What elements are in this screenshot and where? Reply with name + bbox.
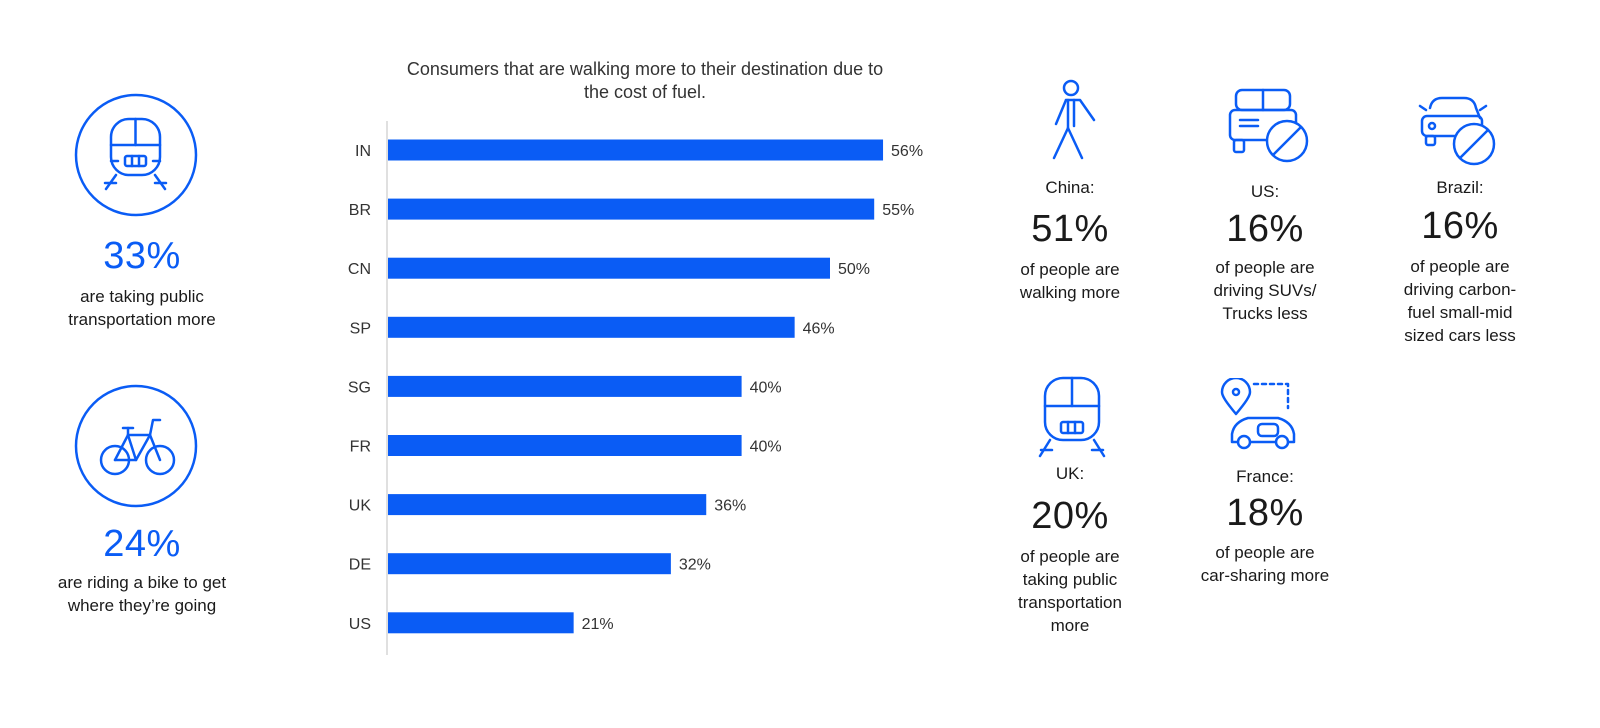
- country-label: China:: [1045, 178, 1095, 197]
- value-label: 32%: [679, 557, 711, 574]
- stat-description: of people are taking public transportati…: [1018, 547, 1122, 635]
- bar-fr: [388, 435, 742, 456]
- stat-value: 16%: [1226, 208, 1304, 250]
- category-label: CN: [348, 261, 371, 278]
- country-label: France:: [1236, 467, 1294, 486]
- bar-us: [388, 612, 574, 634]
- category-label: SG: [348, 379, 371, 396]
- value-label: 55%: [882, 202, 914, 219]
- stat-description: are taking public transportation more: [68, 287, 216, 329]
- car-sharing-icon: [1218, 378, 1302, 454]
- stat-value: 20%: [1031, 495, 1109, 537]
- value-label: 40%: [750, 439, 782, 456]
- stat-description: of people are driving carbon-fuel small-…: [1403, 257, 1517, 345]
- bar-de: [388, 553, 671, 575]
- category-label: DE: [349, 557, 371, 574]
- stat-value: 16%: [1421, 205, 1499, 247]
- category-label: UK: [349, 498, 372, 515]
- value-label: 56%: [891, 143, 923, 160]
- suv-no-icon: [1228, 88, 1310, 166]
- stat-description: are riding a bike to get where they’re g…: [57, 573, 227, 615]
- chart-title: Consumers that are walking more to their…: [406, 59, 884, 102]
- stat-description: of people are driving SUVs/ Trucks less: [1213, 258, 1317, 323]
- category-label: FR: [350, 439, 371, 456]
- category-label: BR: [349, 202, 371, 219]
- country-label: US:: [1250, 182, 1280, 201]
- stat-description: of people are car-sharing more: [1200, 543, 1330, 585]
- bar-chart: IN 56% BR 55% CN 50% SP 46% SG 40% FR 40% UK 36% DE 32%…: [348, 121, 923, 655]
- value-label: 36%: [714, 498, 746, 515]
- bar-cn: [388, 257, 830, 279]
- stat-description: of people are walking more: [1019, 260, 1121, 302]
- walking-person-icon: [1038, 78, 1102, 164]
- bar-in: [388, 139, 884, 161]
- train-icon: [1038, 376, 1106, 458]
- country-label: Brazil:: [1436, 178, 1484, 197]
- category-label: SP: [350, 320, 371, 337]
- country-label: UK:: [1055, 464, 1085, 483]
- value-label: 46%: [803, 320, 835, 337]
- category-label: IN: [355, 143, 371, 160]
- value-label: 40%: [750, 379, 782, 396]
- stat-value: 24%: [103, 523, 181, 565]
- stat-value: 51%: [1031, 208, 1109, 250]
- bike-icon: [74, 384, 198, 508]
- train-icon: [74, 93, 198, 217]
- bar-sp: [388, 316, 795, 338]
- value-label: 21%: [582, 616, 614, 633]
- bar-uk: [388, 494, 707, 516]
- stat-value: 33%: [103, 235, 181, 277]
- category-label: US: [349, 616, 371, 633]
- car-no-icon: [1418, 94, 1500, 168]
- bar-sg: [388, 375, 742, 397]
- bar-br: [388, 198, 875, 220]
- stat-value: 18%: [1226, 492, 1304, 534]
- value-label: 50%: [838, 261, 870, 278]
